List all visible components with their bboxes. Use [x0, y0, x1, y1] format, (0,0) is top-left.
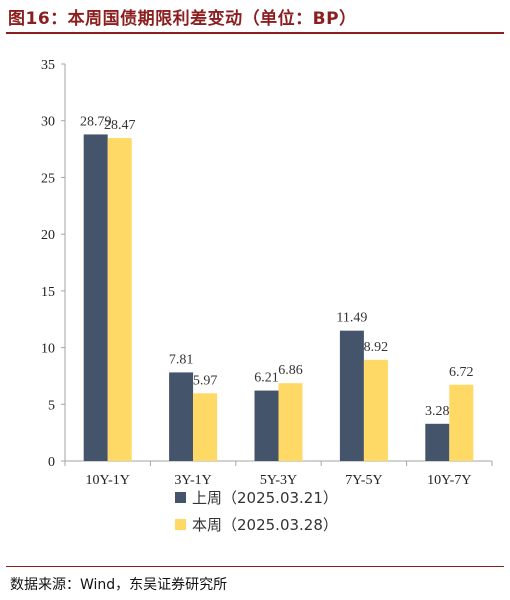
- legend: 上周（2025.03.21） 本周（2025.03.28）: [175, 489, 338, 534]
- title-rule: [6, 32, 504, 34]
- data-label: 6.21: [254, 371, 279, 386]
- bar: [193, 393, 218, 461]
- data-label: 6.72: [449, 365, 474, 380]
- legend-label: 上周（2025.03.21）: [192, 489, 338, 507]
- source-rule: [6, 566, 504, 567]
- x-axis: 10Y-1Y 3Y-1Y 5Y-3Y 7Y-5Y 10Y-7Y: [64, 460, 493, 488]
- bar: [107, 138, 132, 462]
- figure-title: 图16：本周国债期限利差变动（单位：BP）: [8, 9, 357, 29]
- data-labels: 28.79 7.81 6.21 11.49 3.28 28.47 5.97 6.86 8.92 6…: [80, 114, 474, 418]
- data-label: 7.81: [169, 352, 194, 367]
- x-tick-label: 10Y-7Y: [427, 473, 471, 488]
- bar: [449, 384, 474, 461]
- x-tick-label: 3Y-1Y: [174, 473, 211, 488]
- data-label: 28.79: [80, 114, 112, 129]
- y-tick-label: 20: [41, 228, 55, 243]
- legend-label: 本周（2025.03.28）: [192, 516, 338, 534]
- x-tick-label: 7Y-5Y: [345, 473, 382, 488]
- x-tick-label: 5Y-3Y: [260, 473, 297, 488]
- y-tick-label: 5: [48, 398, 55, 413]
- source-note: 数据来源：Wind，东吴证券研究所: [10, 577, 228, 593]
- data-label: 28.47: [104, 118, 136, 133]
- data-label: 5.97: [193, 373, 218, 388]
- data-label: 8.92: [364, 340, 389, 355]
- bar: [169, 372, 194, 461]
- data-label: 6.86: [278, 363, 303, 378]
- bars: [83, 134, 474, 462]
- x-tick-label: 10Y-1Y: [86, 473, 130, 488]
- legend-swatch: [175, 519, 186, 530]
- bar: [254, 390, 279, 461]
- bar: [363, 359, 388, 461]
- y-tick-label: 10: [41, 342, 55, 357]
- legend-swatch: [175, 492, 186, 503]
- y-axis: 0 5 10 15 20 25 30 35: [41, 58, 66, 470]
- bar: [278, 383, 303, 461]
- bar: [339, 330, 364, 461]
- data-label: 11.49: [336, 311, 367, 326]
- bar: [83, 134, 108, 461]
- data-label: 3.28: [425, 404, 450, 419]
- y-tick-label: 15: [41, 285, 55, 300]
- bar: [425, 423, 450, 461]
- y-tick-label: 0: [48, 455, 55, 470]
- y-tick-label: 25: [41, 171, 55, 186]
- y-tick-label: 35: [41, 58, 55, 73]
- y-tick-label: 30: [41, 115, 55, 130]
